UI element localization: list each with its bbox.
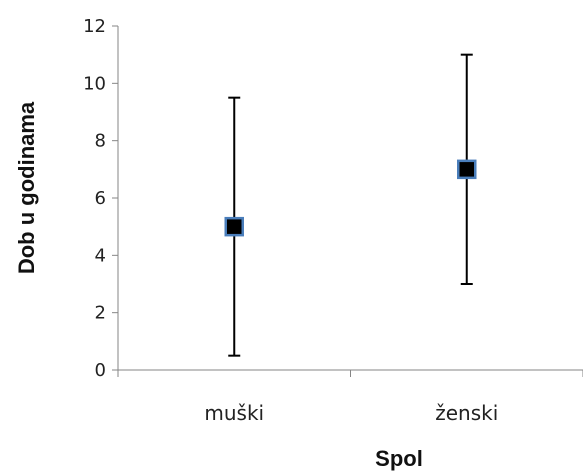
- y-tick-label: 8: [95, 131, 106, 152]
- y-tick-label: 2: [95, 303, 106, 324]
- y-axis: 0 2 4 6 8 10 12: [83, 16, 119, 381]
- data-marks: [224, 53, 477, 357]
- y-axis-title: Dob u godinama: [14, 101, 39, 274]
- x-axis: muški ženski: [117, 369, 583, 425]
- y-tick-label: 12: [83, 16, 106, 37]
- y-tick-label: 10: [83, 73, 106, 94]
- data-point-marker: [457, 159, 477, 180]
- y-tick-label: 0: [95, 360, 106, 381]
- x-category-label: muški: [204, 401, 264, 425]
- y-tick-label: 6: [95, 188, 106, 209]
- data-point-marker: [224, 216, 244, 237]
- x-axis-title: Spol: [375, 446, 423, 471]
- y-tick-label: 4: [95, 245, 106, 266]
- x-category-label: ženski: [435, 401, 498, 425]
